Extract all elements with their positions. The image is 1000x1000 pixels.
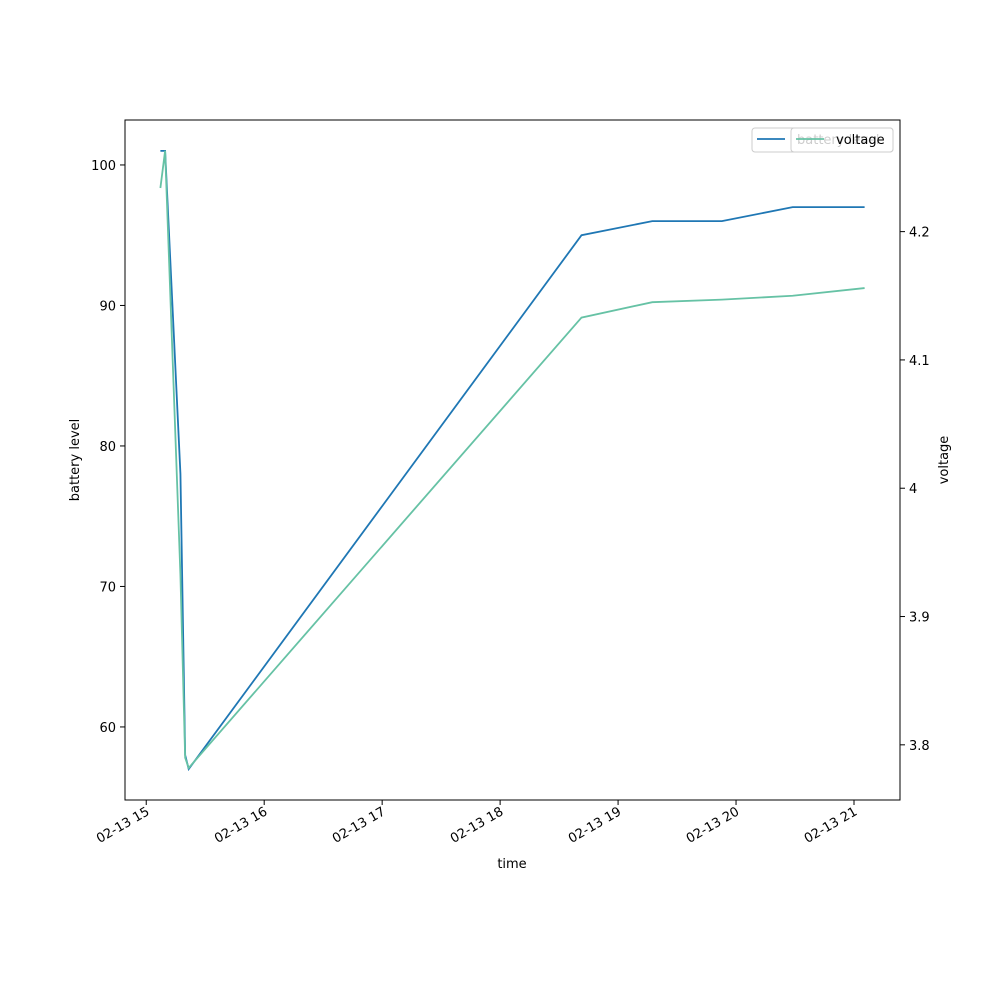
y2-tick-label: 3.9: [909, 611, 930, 626]
legend-box: [790, 127, 894, 153]
x-tick-label: 02-13 16: [212, 804, 270, 846]
line-series: [160, 150, 865, 772]
x-axis-label: time: [497, 857, 526, 872]
x-tick-label: 02-13 18: [448, 804, 506, 846]
y-tick-label: 60: [99, 721, 116, 736]
x-tick-label: 02-13 20: [684, 804, 742, 846]
x-tick-label: 02-13 17: [330, 804, 388, 846]
y-axis-label: battery level: [68, 419, 83, 502]
x-tick-label: 02-13 21: [802, 804, 860, 846]
y2-tick-label: 4.2: [909, 226, 930, 241]
y2-tick-label: 3.8: [909, 739, 930, 754]
line-series: [159, 150, 865, 770]
legend-label: voltage: [836, 133, 885, 148]
x-tick-label: 02-13 19: [566, 804, 624, 846]
y2-tick-label: 4.1: [909, 354, 930, 369]
plot-frame: [124, 119, 901, 801]
y-tick-label: 80: [99, 440, 116, 455]
y2-axis-label: voltage: [937, 436, 952, 485]
y-tick-label: 100: [91, 159, 116, 174]
y-tick-label: 70: [99, 580, 116, 595]
x-tick-label: 02-13 15: [94, 804, 152, 846]
y2-tick-label: 4: [909, 482, 917, 497]
y-tick-label: 90: [99, 299, 116, 314]
